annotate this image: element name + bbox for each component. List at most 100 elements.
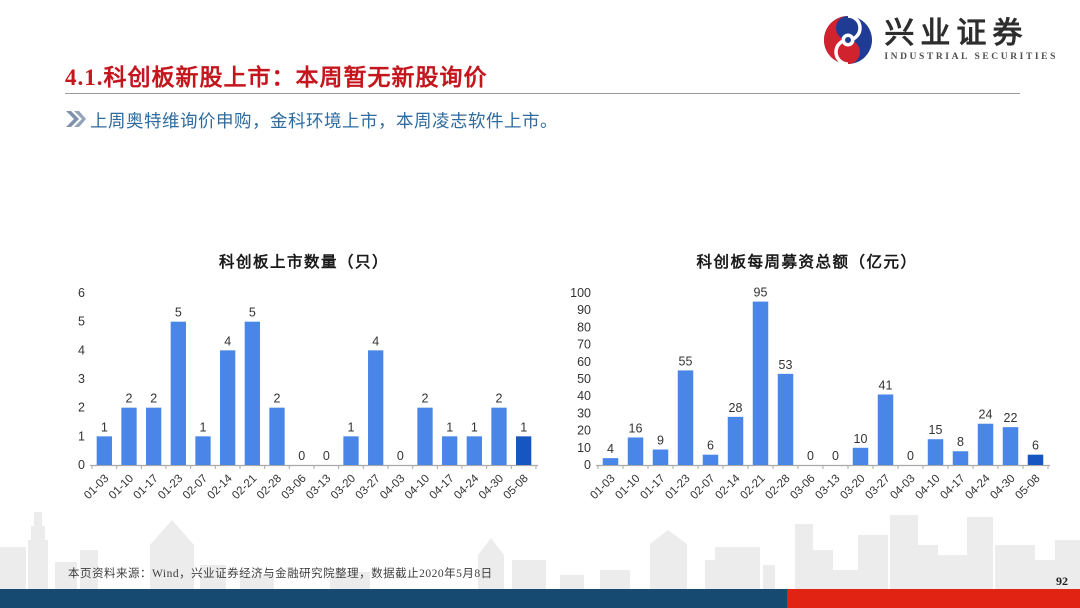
svg-text:02-21: 02-21 xyxy=(738,473,767,502)
chart-listing-count-plot: 0123456101-03201-10201-17501-23102-07402… xyxy=(78,286,538,502)
svg-text:05-08: 05-08 xyxy=(501,473,530,502)
svg-text:03-13: 03-13 xyxy=(304,473,333,502)
svg-text:04-30: 04-30 xyxy=(477,473,506,502)
svg-text:4: 4 xyxy=(607,442,614,456)
svg-text:04-24: 04-24 xyxy=(963,472,993,502)
svg-text:55: 55 xyxy=(679,354,693,368)
svg-text:1: 1 xyxy=(446,420,453,434)
svg-text:02-14: 02-14 xyxy=(205,472,235,502)
svg-text:0: 0 xyxy=(832,449,839,463)
svg-text:01-03: 01-03 xyxy=(588,473,617,502)
title-divider xyxy=(65,93,1020,94)
svg-text:2: 2 xyxy=(126,392,133,406)
svg-text:01-10: 01-10 xyxy=(613,473,642,502)
svg-text:03-13: 03-13 xyxy=(813,473,842,502)
svg-text:02-07: 02-07 xyxy=(688,473,717,502)
chart-fundraising-total: 科创板每周募资总额（亿元） 0 10 20 30 40 50 60 70 80 90 100 4 01-… xyxy=(556,252,1058,530)
svg-text:0: 0 xyxy=(807,449,814,463)
svg-text:10: 10 xyxy=(854,432,868,446)
svg-text:28: 28 xyxy=(729,401,743,415)
svg-text:2: 2 xyxy=(422,392,429,406)
company-logo-icon xyxy=(824,14,873,66)
svg-text:01-10: 01-10 xyxy=(107,473,136,502)
bullet-text: 上周奥特维询价申购，金科环境上市，本周凌志软件上市。 xyxy=(90,111,558,131)
svg-text:2: 2 xyxy=(150,392,157,406)
svg-text:02-28: 02-28 xyxy=(763,473,792,502)
chart-listing-count: 科创板上市数量（只） 0 1 2 3 4 5 6 1 01-03 2 01-10 2 01-17 5 01-… xyxy=(62,252,546,530)
svg-text:95: 95 xyxy=(754,286,768,300)
svg-text:40: 40 xyxy=(577,389,591,403)
source-note: 本页资料来源：Wind，兴业证券经济与金融研究院整理，数据截止2020年5月8日 xyxy=(68,568,493,580)
svg-text:30: 30 xyxy=(577,406,591,420)
svg-text:9: 9 xyxy=(657,434,664,448)
svg-text:24: 24 xyxy=(979,408,993,422)
svg-text:2: 2 xyxy=(274,392,281,406)
bottom-accent-bar xyxy=(0,589,1080,608)
svg-text:01-17: 01-17 xyxy=(638,473,667,502)
company-logo: 兴业证券 INDUSTRIAL SECURITIES xyxy=(822,14,1058,66)
svg-text:4: 4 xyxy=(78,343,85,357)
svg-text:03-06: 03-06 xyxy=(788,473,817,502)
bottom-bar-red-segment xyxy=(787,589,1080,608)
svg-text:6: 6 xyxy=(78,286,85,300)
page-title: 4.1.科创板新股上市：本周暂无新股询价 xyxy=(65,65,488,90)
svg-text:04-03: 04-03 xyxy=(888,473,917,502)
svg-text:04-03: 04-03 xyxy=(378,473,407,502)
svg-text:60: 60 xyxy=(577,355,591,369)
svg-text:0: 0 xyxy=(907,449,914,463)
chart-fundraising-total-plot: 0102030405060708090100401-031601-10901-1… xyxy=(570,286,1050,502)
bottom-bar-blue-segment xyxy=(0,589,787,608)
svg-text:1: 1 xyxy=(200,420,207,434)
svg-text:1: 1 xyxy=(471,420,478,434)
svg-text:0: 0 xyxy=(298,449,305,463)
svg-text:4: 4 xyxy=(224,334,231,348)
svg-text:5: 5 xyxy=(249,306,256,320)
svg-text:3: 3 xyxy=(78,372,85,386)
svg-text:04-10: 04-10 xyxy=(403,473,432,502)
svg-text:53: 53 xyxy=(779,358,793,372)
svg-text:10: 10 xyxy=(577,441,591,455)
svg-text:1: 1 xyxy=(348,420,355,434)
svg-text:02-28: 02-28 xyxy=(255,473,284,502)
svg-text:5: 5 xyxy=(78,315,85,329)
svg-text:03-06: 03-06 xyxy=(279,473,308,502)
svg-text:01-17: 01-17 xyxy=(131,473,160,502)
svg-text:01-23: 01-23 xyxy=(663,473,692,502)
chart-listing-count-title: 科创板上市数量（只） xyxy=(218,254,389,271)
svg-text:0: 0 xyxy=(323,449,330,463)
chart-fundraising-total-title: 科创板每周募资总额（亿元） xyxy=(696,254,918,271)
svg-text:04-17: 04-17 xyxy=(938,473,967,502)
svg-text:6: 6 xyxy=(1032,439,1039,453)
svg-text:03-27: 03-27 xyxy=(863,473,892,502)
svg-text:90: 90 xyxy=(577,303,591,317)
svg-text:15: 15 xyxy=(929,423,943,437)
svg-text:80: 80 xyxy=(577,320,591,334)
svg-text:04-10: 04-10 xyxy=(913,473,942,502)
svg-text:4: 4 xyxy=(372,334,379,348)
svg-text:05-08: 05-08 xyxy=(1013,473,1042,502)
svg-text:8: 8 xyxy=(957,435,964,449)
svg-text:0: 0 xyxy=(397,449,404,463)
svg-text:0: 0 xyxy=(584,458,591,472)
svg-text:04-30: 04-30 xyxy=(988,473,1017,502)
svg-text:1: 1 xyxy=(78,429,85,443)
svg-text:03-20: 03-20 xyxy=(329,473,358,502)
svg-text:16: 16 xyxy=(629,421,643,435)
svg-text:03-27: 03-27 xyxy=(353,473,382,502)
svg-text:01-23: 01-23 xyxy=(156,473,185,502)
svg-text:02-07: 02-07 xyxy=(181,473,210,502)
svg-text:5: 5 xyxy=(175,306,182,320)
company-name: 兴业证券 xyxy=(884,17,1029,51)
page-number: 92 xyxy=(1056,574,1068,588)
svg-text:01-03: 01-03 xyxy=(82,473,111,502)
city-skyline-decoration xyxy=(0,512,1080,590)
svg-text:02-21: 02-21 xyxy=(230,473,259,502)
svg-text:100: 100 xyxy=(570,286,591,300)
svg-text:1: 1 xyxy=(520,420,527,434)
svg-text:03-20: 03-20 xyxy=(838,473,867,502)
svg-text:1: 1 xyxy=(101,420,108,434)
svg-text:6: 6 xyxy=(707,439,714,453)
svg-text:2: 2 xyxy=(78,401,85,415)
svg-text:04-24: 04-24 xyxy=(452,472,482,502)
